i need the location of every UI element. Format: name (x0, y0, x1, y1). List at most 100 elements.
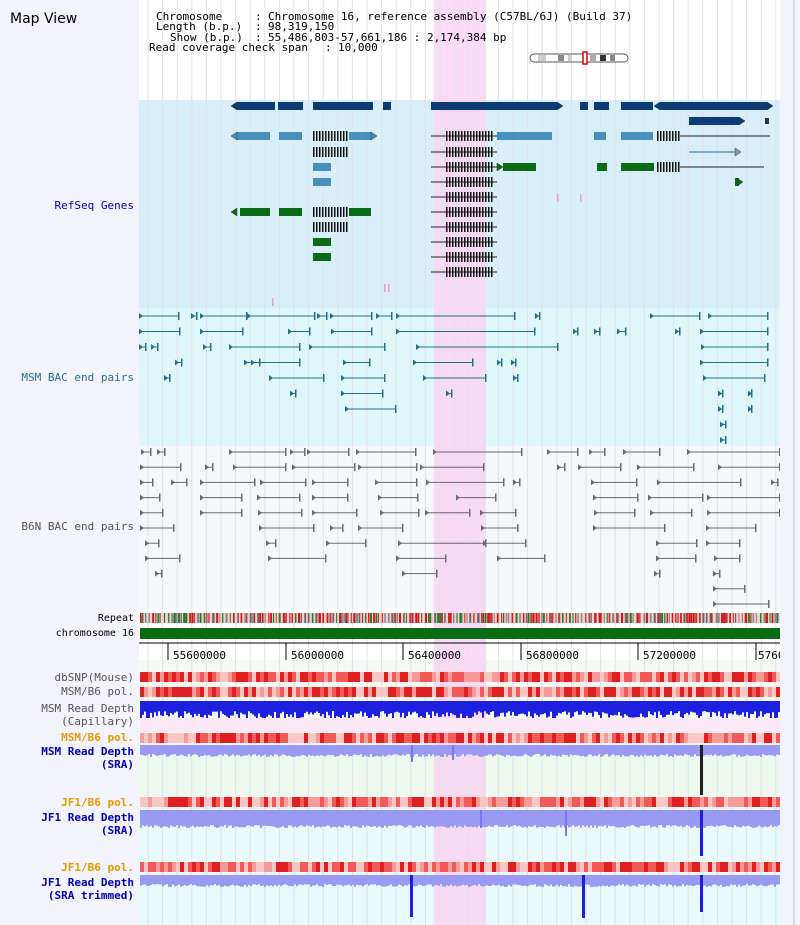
gene-marker[interactable] (388, 284, 390, 292)
jf1-trimmed-depth-bar[interactable] (372, 875, 374, 885)
repeat-element[interactable] (343, 613, 346, 623)
b6n-bac-pair-end-icon[interactable] (483, 540, 487, 547)
jf1-trimmed-depth-bar[interactable] (524, 875, 526, 886)
dbsnp-cell[interactable] (512, 672, 516, 682)
jf1-sra-depth-bar[interactable] (262, 810, 264, 826)
gene-exon-tick[interactable] (449, 207, 451, 217)
msm-bac-pair-end-icon[interactable] (416, 344, 420, 350)
gene-exon-tick[interactable] (476, 267, 478, 277)
jf1-b6-pol-cell[interactable] (604, 862, 608, 872)
gene-exon-tick[interactable] (343, 222, 345, 232)
jf1-sra-depth-bar[interactable] (430, 810, 432, 827)
msm-sra-depth-bar[interactable] (162, 745, 164, 755)
msm-b6-pol-cell[interactable] (444, 733, 448, 743)
repeat-element[interactable] (259, 613, 262, 623)
gene-exon-tick[interactable] (340, 147, 342, 157)
jf1-b6-pol-cell[interactable] (584, 862, 588, 872)
dbsnp-cell[interactable] (292, 672, 296, 682)
b6n-bac-pair-end[interactable] (164, 448, 166, 456)
dbsnp-cell[interactable] (204, 672, 208, 682)
jf1-trimmed-depth-bar[interactable] (278, 875, 280, 885)
jf1-trimmed-depth-bar[interactable] (686, 875, 688, 885)
msm-b6-pol-cell[interactable] (276, 733, 280, 743)
msm-b6-pol-cell[interactable] (452, 687, 456, 697)
b6n-bac-pair-end-icon[interactable] (141, 449, 145, 455)
dbsnp-cell[interactable] (532, 672, 536, 682)
msm-b6-pol-cell[interactable] (476, 733, 480, 743)
msm-b6-pol-cell[interactable] (160, 733, 164, 743)
jf1-b6-pol-cell[interactable] (556, 797, 560, 807)
msm-capillary-depth-bar[interactable] (518, 701, 520, 715)
msm-capillary-depth-bar[interactable] (734, 701, 736, 712)
jf1-b6-pol-cell[interactable] (620, 797, 624, 807)
repeat-element[interactable] (140, 613, 142, 623)
jf1-b6-pol-cell[interactable] (316, 797, 320, 807)
repeat-element[interactable] (666, 613, 668, 623)
gene-exon-tick[interactable] (491, 147, 493, 157)
jf1-trimmed-depth-bar[interactable] (654, 875, 656, 886)
msm-b6-pol-cell[interactable] (192, 687, 196, 697)
jf1-sra-depth-bar[interactable] (318, 810, 320, 827)
jf1-sra-depth-bar[interactable] (142, 810, 144, 826)
b6n-bac-pair-end-icon[interactable] (145, 555, 149, 562)
jf1-sra-depth-bar[interactable] (584, 810, 586, 828)
msm-capillary-depth-bar[interactable] (600, 701, 602, 719)
msm-sra-depth-bar[interactable] (154, 745, 156, 755)
repeat-element[interactable] (649, 613, 652, 623)
msm-capillary-depth-bar[interactable] (418, 701, 420, 718)
b6n-bac-pair-end-icon[interactable] (200, 479, 204, 486)
msm-capillary-depth-bar[interactable] (598, 701, 600, 716)
jf1-sra-depth-bar[interactable] (198, 810, 200, 827)
msm-sra-depth-bar[interactable] (474, 745, 476, 756)
b6n-bac-pair-end[interactable] (702, 493, 704, 502)
msm-b6-pol-cell[interactable] (772, 687, 776, 697)
msm-sra-depth-bar[interactable] (456, 745, 458, 757)
msm-bac-pair-end[interactable] (384, 374, 386, 382)
gene-exon-tick[interactable] (331, 207, 333, 217)
jf1-b6-pol-cell[interactable] (468, 797, 472, 807)
jf1-sra-depth-bar[interactable] (464, 810, 466, 826)
jf1-trimmed-depth-bar[interactable] (190, 875, 192, 885)
msm-capillary-depth-bar[interactable] (556, 701, 558, 716)
jf1-b6-pol-cell[interactable] (704, 862, 708, 872)
jf1-sra-depth-bar[interactable] (544, 810, 546, 828)
msm-capillary-depth-bar[interactable] (340, 701, 342, 719)
dbsnp-cell[interactable] (640, 672, 644, 682)
jf1-sra-depth-bar[interactable] (494, 810, 496, 826)
dbsnp-cell[interactable] (680, 672, 684, 682)
dbsnp-cell[interactable] (476, 672, 480, 682)
jf1-trimmed-depth-bar[interactable] (768, 875, 770, 886)
msm-sra-depth-bar[interactable] (370, 745, 372, 755)
msm-b6-pol-cell[interactable] (184, 687, 188, 697)
msm-capillary-depth-bar[interactable] (562, 701, 564, 713)
jf1-b6-pol-cell[interactable] (760, 797, 764, 807)
repeat-element[interactable] (612, 613, 615, 623)
dbsnp-cell[interactable] (332, 672, 336, 682)
msm-sra-depth-bar[interactable] (442, 745, 444, 757)
msm-sra-depth-bar[interactable] (556, 745, 558, 757)
jf1-sra-depth-bar[interactable] (450, 810, 452, 826)
msm-capillary-depth-bar[interactable] (148, 701, 150, 719)
jf1-sra-depth-bar[interactable] (424, 810, 426, 828)
msm-capillary-depth-bar[interactable] (194, 701, 196, 714)
jf1-trimmed-depth-bar[interactable] (646, 875, 648, 886)
msm-b6-pol-cell[interactable] (436, 733, 440, 743)
msm-capillary-depth-bar[interactable] (754, 701, 756, 712)
repeat-element[interactable] (511, 613, 514, 623)
msm-bac-pair-end[interactable] (391, 312, 393, 320)
jf1-b6-pol-cell[interactable] (644, 797, 648, 807)
jf1-b6-pol-cell[interactable] (624, 797, 628, 807)
jf1-sra-depth-bar[interactable] (704, 810, 706, 828)
b6n-bac-pair-end[interactable] (152, 478, 154, 487)
jf1-b6-pol-cell[interactable] (664, 797, 668, 807)
b6n-bac-pair-end-icon[interactable] (229, 449, 233, 455)
msm-capillary-depth-bar[interactable] (390, 701, 392, 714)
gene-exon-tick[interactable] (458, 267, 460, 277)
gene-exon-tick[interactable] (476, 131, 478, 141)
gene-exon-tick[interactable] (669, 131, 671, 141)
msm-sra-depth-bar[interactable] (206, 745, 208, 756)
jf1-trimmed-depth-bar[interactable] (442, 875, 444, 887)
msm-sra-depth-bar[interactable] (686, 745, 688, 755)
msm-capillary-depth-bar[interactable] (530, 701, 532, 717)
jf1-sra-depth-bar[interactable] (196, 810, 198, 827)
